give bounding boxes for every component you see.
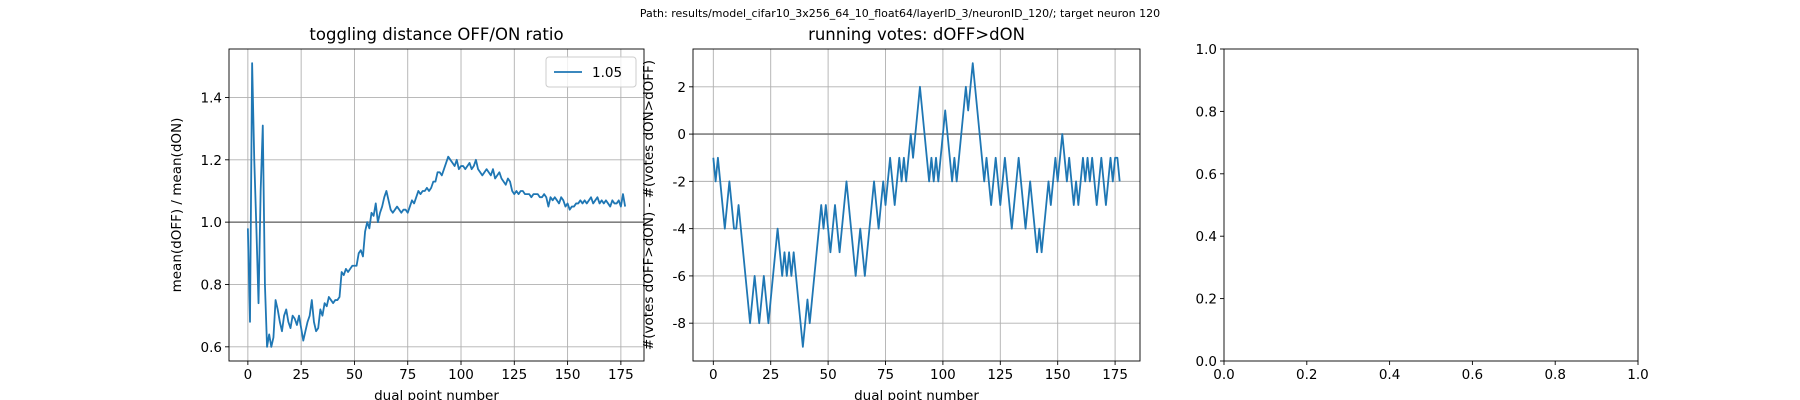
x-tick-label: 0.2: [1296, 367, 1317, 383]
x-tick-label: 100: [448, 367, 474, 383]
y-axis-label: #(votes dOFF>dON) - #(votes dON>dOFF): [641, 60, 657, 350]
y-tick-label: 0.8: [201, 277, 222, 293]
x-tick-label: 125: [501, 367, 527, 383]
x-tick-label: 0.0: [1213, 367, 1234, 383]
x-tick-label: 0.8: [1544, 367, 1565, 383]
x-tick-label: 0: [244, 367, 253, 383]
data-line: [712, 62, 1121, 348]
y-tick-label: 0.2: [1196, 292, 1217, 308]
y-tick-label: -2: [673, 174, 686, 190]
y-tick-label: 1.2: [201, 153, 222, 169]
y-tick-label: 0: [677, 127, 686, 143]
y-tick-label: 1.4: [201, 90, 222, 106]
y-axis-label: mean(dOFF) / mean(dON): [169, 118, 185, 293]
y-tick-label: 1.0: [1196, 42, 1217, 58]
y-tick-label: 0.0: [1196, 354, 1217, 370]
x-tick-label: 0.4: [1379, 367, 1400, 383]
x-tick-label: 0.6: [1462, 367, 1483, 383]
y-tick-label: 0.6: [1196, 167, 1217, 183]
y-tick-label: -8: [673, 316, 686, 332]
y-tick-label: 0.6: [201, 340, 222, 356]
y-tick-label: -4: [673, 222, 686, 238]
x-tick-label: 75: [399, 367, 416, 383]
legend-label: 1.05: [592, 65, 622, 81]
axes-frame: [1223, 48, 1639, 362]
y-tick-label: 0.8: [1196, 104, 1217, 120]
x-tick-label: 25: [293, 367, 310, 383]
x-tick-label: 25: [762, 367, 779, 383]
x-tick-label: 0: [709, 367, 718, 383]
x-tick-label: 150: [1045, 367, 1071, 383]
y-tick-label: 2: [677, 80, 686, 96]
x-tick-label: 175: [1102, 367, 1128, 383]
suptitle: Path: results/model_cifar10_3x256_64_10_…: [640, 7, 1160, 20]
axes-title: running votes: dOFF>dON: [808, 25, 1025, 44]
y-tick-label: 1.0: [201, 215, 222, 231]
y-tick-label: -6: [673, 269, 686, 285]
x-tick-label: 125: [987, 367, 1013, 383]
x-tick-label: 150: [555, 367, 581, 383]
axes-frame: [692, 48, 1141, 362]
x-axis-label: dual point number: [374, 388, 499, 400]
x-tick-label: 100: [930, 367, 956, 383]
axes-frame: [228, 48, 645, 362]
x-axis-label: dual point number: [854, 388, 979, 400]
axes-title: toggling distance OFF/ON ratio: [309, 25, 563, 44]
x-tick-label: 50: [346, 367, 363, 383]
x-tick-label: 175: [608, 367, 634, 383]
y-tick-label: 0.4: [1196, 229, 1217, 245]
x-tick-label: 50: [820, 367, 837, 383]
x-tick-label: 75: [877, 367, 894, 383]
legend-box: [545, 56, 637, 88]
data-line: [246, 62, 627, 348]
x-tick-label: 1.0: [1627, 367, 1648, 383]
